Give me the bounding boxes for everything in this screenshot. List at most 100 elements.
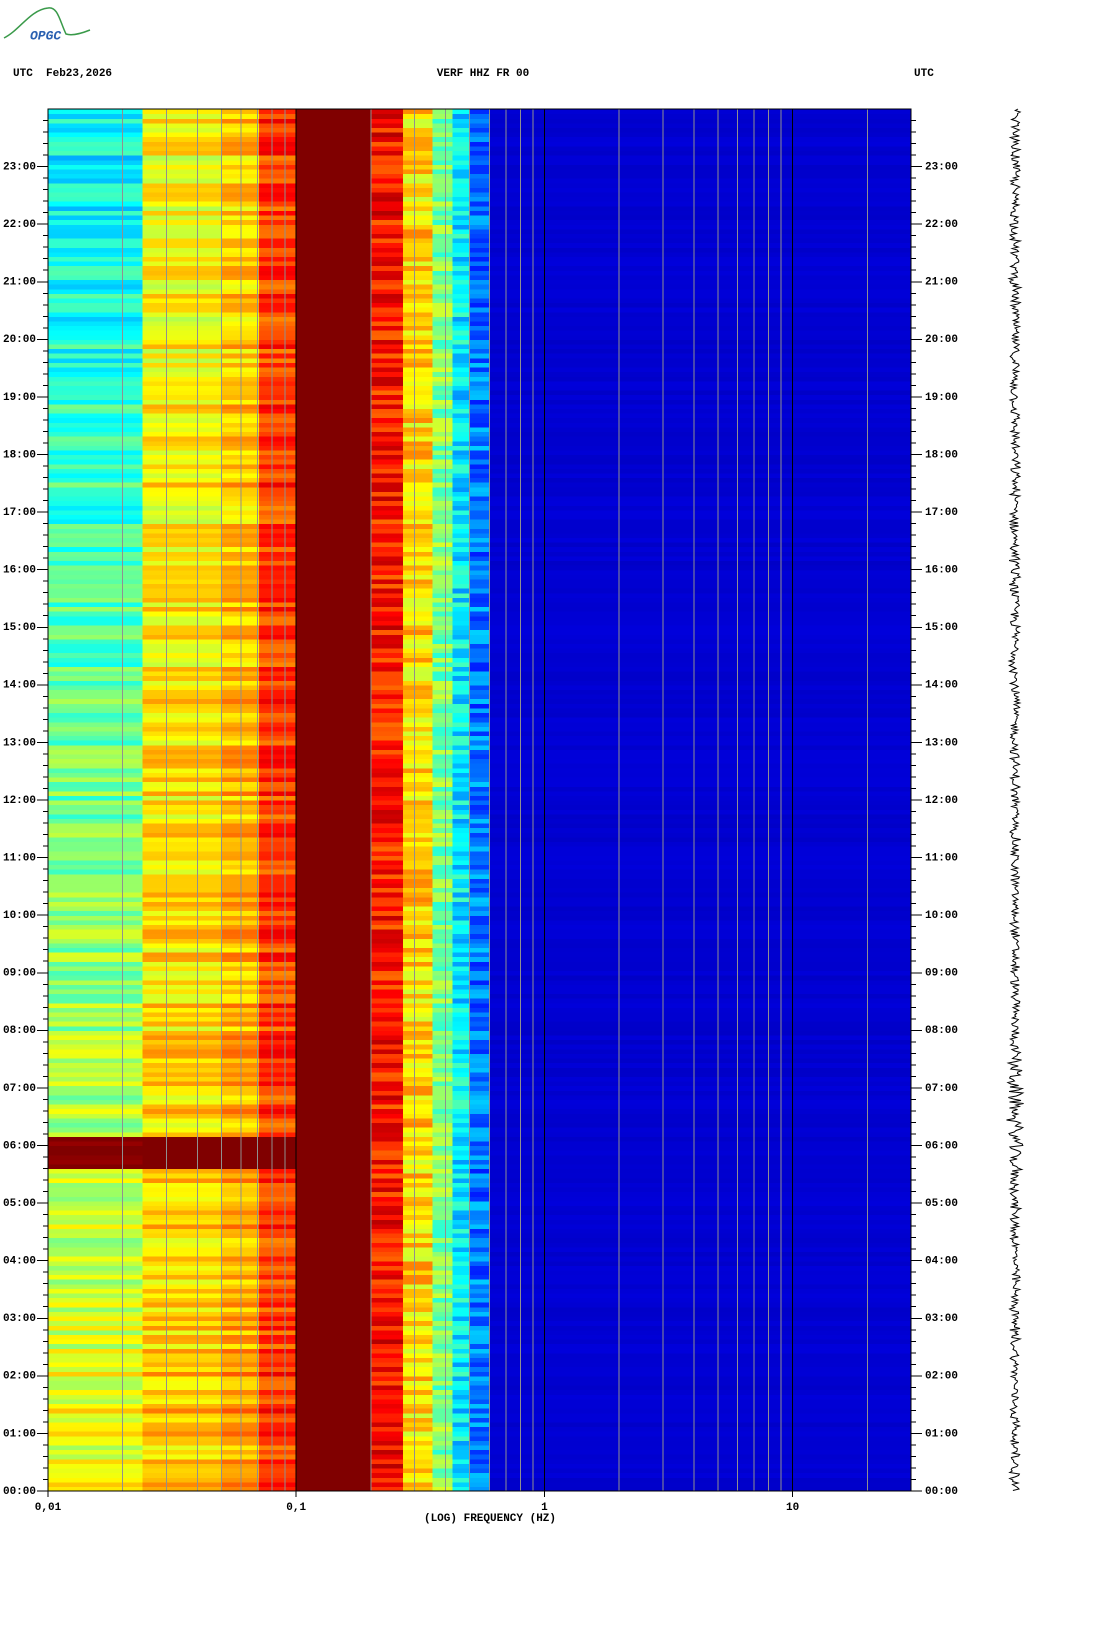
spectrum-cell — [489, 961, 912, 967]
spectrum-cell — [142, 643, 223, 649]
spectrum-cell — [259, 606, 297, 612]
spectrum-cell — [259, 122, 297, 128]
spectrum-cell — [221, 320, 260, 327]
spectrum-cell — [489, 643, 912, 649]
spectrum-cell — [432, 270, 454, 276]
spectrum-cell — [402, 790, 434, 796]
spectrum-cell — [452, 1021, 471, 1027]
spectrum-cell — [469, 795, 491, 801]
spectrum-cell — [469, 173, 491, 179]
spectrum-cell — [489, 1117, 912, 1124]
spectrum-cell — [402, 1274, 434, 1280]
spectrum-cell — [469, 191, 491, 198]
spectrum-cell — [370, 1071, 404, 1077]
spectrum-cell — [259, 1431, 297, 1437]
spectrum-cell — [142, 1140, 223, 1147]
spectrum-cell — [370, 804, 404, 810]
spectrum-cell — [259, 1472, 297, 1478]
spectrum-cell — [296, 1256, 372, 1262]
spectrum-cell — [259, 1062, 297, 1068]
spectrum-cell — [432, 454, 454, 460]
spectrum-cell — [259, 1104, 297, 1110]
spectrum-cell — [452, 1426, 471, 1432]
spectrum-cell — [402, 376, 434, 382]
spectrum-cell — [259, 864, 297, 870]
spectrum-cell — [402, 449, 434, 456]
spectrum-cell — [452, 698, 471, 704]
spectrum-cell — [452, 1371, 471, 1377]
spectrum-cell — [432, 988, 454, 995]
spectrum-cell — [469, 385, 491, 391]
spectrum-cell — [259, 846, 297, 852]
spectrum-cell — [296, 182, 372, 188]
spectrum-cell — [370, 132, 404, 138]
spectrum-cell — [221, 1481, 260, 1487]
spectrum-cell — [402, 1085, 434, 1091]
spectrum-cell — [259, 818, 297, 824]
spectrum-cell — [452, 390, 471, 396]
spectrum-cell — [296, 1002, 372, 1008]
spectrum-cell — [48, 892, 143, 898]
spectrum-cell — [489, 247, 912, 253]
spectrum-cell — [296, 284, 372, 290]
spectrum-cell — [296, 666, 372, 672]
spectrum-cell — [142, 118, 223, 124]
spectrum-cell — [432, 523, 454, 529]
spectrum-cell — [489, 164, 912, 170]
spectrum-cell — [259, 569, 297, 575]
spectrum-cell — [489, 565, 912, 571]
spectrum-cell — [48, 1219, 143, 1225]
spectrum-cell — [259, 1090, 297, 1096]
spectrum-cell — [259, 1408, 297, 1414]
spectrum-cell — [142, 744, 223, 750]
spectrum-cell — [370, 440, 404, 446]
spectrum-cell — [370, 463, 404, 469]
spectrum-cell — [402, 804, 434, 810]
spectrum-cell — [402, 786, 434, 792]
spectrum-cell — [402, 629, 434, 635]
spectrum-cell — [48, 1150, 143, 1156]
spectrum-cell — [259, 753, 297, 760]
spectrum-cell — [48, 1260, 143, 1266]
spectrum-cell — [469, 758, 491, 764]
spectrum-cell — [142, 1403, 223, 1409]
spectrum-cell — [48, 408, 143, 414]
spectrum-cell — [142, 1375, 223, 1381]
spectrum-cell — [432, 191, 454, 198]
spectrum-cell — [402, 1011, 434, 1018]
spectrum-cell — [221, 316, 260, 322]
spectrum-cell — [469, 1477, 491, 1483]
spectrum-cell — [402, 1159, 434, 1165]
spectrum-cell — [452, 509, 471, 515]
spectrum-cell — [402, 901, 434, 907]
spectrum-cell — [489, 1292, 912, 1299]
spectrum-cell — [296, 403, 372, 409]
spectrum-cell — [142, 878, 223, 884]
spectrum-cell — [259, 1233, 297, 1239]
spectrum-cell — [452, 201, 471, 207]
spectrum-cell — [469, 680, 491, 686]
spectrum-cell — [469, 1246, 491, 1252]
spectrum-cell — [48, 1048, 143, 1054]
spectrum-cell — [221, 339, 260, 345]
spectrum-cell — [469, 1076, 491, 1082]
spectrum-cell — [432, 118, 454, 124]
y-tick-label-right: 07:00 — [925, 1083, 958, 1095]
spectrum-cell — [432, 1426, 454, 1432]
spectrum-cell — [432, 643, 454, 649]
spectrum-cell — [370, 988, 404, 995]
spectrum-cell — [259, 1246, 297, 1252]
spectrum-cell — [259, 638, 297, 644]
spectrum-cell — [370, 297, 404, 304]
spectrum-cell — [259, 859, 297, 866]
spectrum-cell — [221, 164, 260, 170]
spectrum-cell — [452, 611, 471, 617]
spectrum-cell — [452, 1085, 471, 1091]
spectrum-cell — [48, 1385, 143, 1391]
y-tick-label: 23:00 — [3, 161, 36, 173]
spectrum-cell — [221, 371, 260, 377]
spectrum-cell — [259, 882, 297, 889]
spectrum-cell — [259, 1081, 297, 1087]
spectrum-cell — [296, 1159, 372, 1165]
spectrum-cell — [432, 836, 454, 843]
